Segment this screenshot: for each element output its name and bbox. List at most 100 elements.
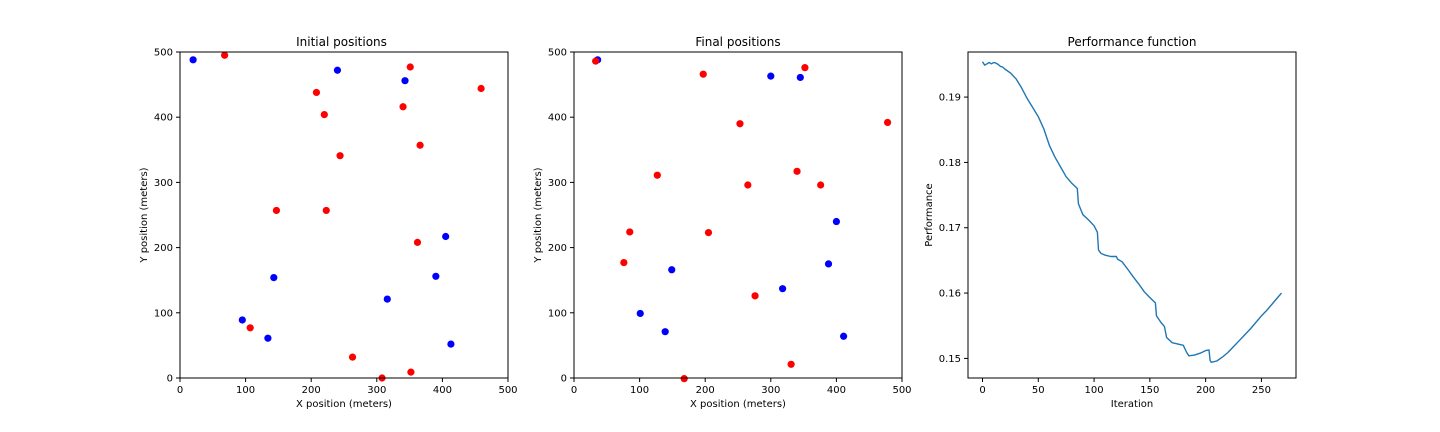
x-axis-ticks: 0 100 200 300 400 500 bbox=[177, 378, 518, 396]
panel-initial-positions: Initial positions 0 100 200 300 400 500 0 100 2… bbox=[139, 35, 518, 410]
red-point bbox=[801, 64, 809, 72]
x-tick-label: 300 bbox=[367, 385, 386, 396]
blue-point bbox=[270, 273, 278, 282]
x-tick-label: 250 bbox=[1252, 385, 1271, 396]
blue-point bbox=[333, 66, 342, 74]
red-point bbox=[246, 324, 254, 332]
red-point bbox=[653, 171, 661, 179]
x-tick-label: 0 bbox=[571, 385, 577, 396]
y-tick-label: 0 bbox=[167, 374, 173, 385]
blue-point bbox=[767, 72, 775, 80]
red-point bbox=[413, 238, 422, 246]
panel-performance-function: Performance function 0 50 100 150 200 250 0.1… bbox=[924, 35, 1297, 410]
y-tick-label: 200 bbox=[548, 243, 567, 254]
y-tick-label: 100 bbox=[548, 308, 567, 319]
red-point bbox=[680, 375, 688, 383]
x-tick-label: 200 bbox=[696, 385, 715, 396]
x-tick-label: 200 bbox=[302, 385, 321, 396]
y-tick-label: 0.16 bbox=[939, 289, 961, 300]
blue-point bbox=[189, 56, 197, 64]
blue-point bbox=[401, 77, 409, 85]
red-point bbox=[416, 141, 424, 149]
blue-point bbox=[832, 217, 841, 226]
panel-title: Performance function bbox=[1068, 35, 1197, 49]
x-tick-label: 100 bbox=[236, 385, 255, 396]
y-axis-ticks: 0 100 200 300 400 500 bbox=[154, 48, 180, 385]
y-axis-label: Y position (meters) bbox=[139, 167, 150, 263]
y-tick-label: 100 bbox=[154, 308, 173, 319]
red-point bbox=[272, 206, 281, 215]
red-point bbox=[699, 70, 707, 78]
axes-frame bbox=[967, 51, 1297, 379]
red-point bbox=[399, 103, 407, 111]
y-axis-label: Y position (meters) bbox=[533, 167, 544, 263]
x-tick-label: 400 bbox=[433, 385, 452, 396]
blue-point bbox=[824, 260, 833, 268]
y-tick-label: 500 bbox=[154, 48, 173, 59]
y-tick-label: 300 bbox=[154, 178, 173, 189]
red-point bbox=[883, 118, 892, 127]
blue-point bbox=[264, 334, 272, 342]
y-axis-ticks: 0.15 0.16 0.17 0.18 0.19 bbox=[939, 93, 968, 365]
marks-layer bbox=[189, 51, 485, 382]
red-point bbox=[348, 353, 357, 361]
x-tick-label: 400 bbox=[827, 385, 846, 396]
axes-frame bbox=[573, 51, 903, 379]
x-tick-label: 500 bbox=[892, 385, 911, 396]
y-tick-label: 0 bbox=[561, 374, 567, 385]
y-axis-ticks: 0 100 200 300 400 500 bbox=[548, 48, 574, 385]
x-tick-label: 0 bbox=[979, 385, 985, 396]
red-point bbox=[751, 292, 759, 300]
blue-point bbox=[238, 316, 246, 324]
y-tick-label: 0.15 bbox=[939, 354, 961, 365]
y-tick-label: 400 bbox=[548, 113, 567, 124]
x-tick-label: 50 bbox=[1032, 385, 1045, 396]
x-axis-label: X position (meters) bbox=[690, 399, 786, 410]
red-point bbox=[592, 57, 600, 65]
y-tick-label: 400 bbox=[154, 113, 173, 124]
x-axis-label: X position (meters) bbox=[296, 399, 392, 410]
marks-layer bbox=[981, 61, 1283, 363]
blue-point bbox=[661, 328, 669, 336]
x-tick-label: 100 bbox=[1085, 385, 1104, 396]
x-tick-label: 500 bbox=[498, 385, 517, 396]
blue-point bbox=[447, 340, 455, 348]
red-point bbox=[787, 360, 795, 368]
x-tick-label: 0 bbox=[177, 385, 183, 396]
red-point bbox=[793, 167, 801, 175]
y-tick-label: 200 bbox=[154, 243, 173, 254]
red-point bbox=[336, 152, 344, 160]
red-point bbox=[817, 181, 825, 189]
y-tick-label: 0.18 bbox=[939, 158, 961, 169]
x-tick-label: 300 bbox=[761, 385, 780, 396]
axes-frame bbox=[179, 51, 509, 379]
blue-point bbox=[432, 272, 440, 280]
panel-title: Final positions bbox=[695, 35, 780, 49]
red-point bbox=[626, 228, 634, 236]
red-point bbox=[312, 88, 321, 97]
x-axis-ticks: 0 50 100 150 200 250 bbox=[979, 378, 1271, 396]
red-point bbox=[320, 110, 328, 119]
y-tick-label: 0.19 bbox=[939, 93, 961, 104]
blue-point bbox=[840, 332, 848, 340]
red-point bbox=[322, 206, 330, 215]
blue-point bbox=[779, 285, 787, 293]
blue-point bbox=[442, 232, 450, 241]
red-point bbox=[477, 84, 485, 93]
panel-final-positions: Final positions 0 100 200 300 400 500 0 100 200… bbox=[533, 35, 912, 410]
red-point bbox=[736, 120, 744, 128]
y-tick-label: 0.17 bbox=[939, 223, 961, 234]
x-axis-label: Iteration bbox=[1111, 399, 1153, 410]
x-tick-label: 150 bbox=[1140, 385, 1159, 396]
blue-point bbox=[796, 73, 804, 82]
red-point bbox=[704, 229, 713, 237]
red-point bbox=[620, 258, 628, 267]
red-point bbox=[407, 368, 415, 376]
x-tick-label: 200 bbox=[1196, 385, 1215, 396]
blue-point bbox=[636, 309, 644, 318]
red-point bbox=[744, 181, 752, 189]
y-axis-label: Performance bbox=[924, 183, 935, 246]
panel-title: Initial positions bbox=[296, 35, 387, 49]
y-tick-label: 500 bbox=[548, 48, 567, 59]
